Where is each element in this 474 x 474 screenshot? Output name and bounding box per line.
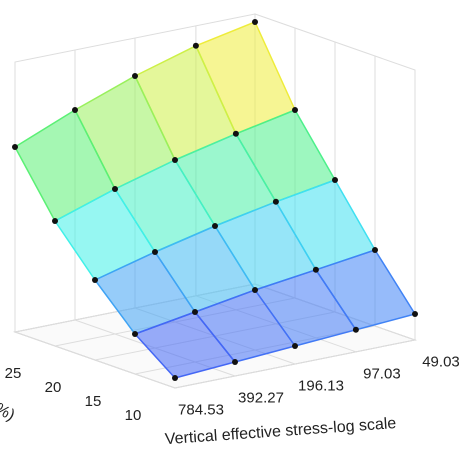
data-point (112, 186, 118, 192)
data-point (292, 107, 298, 113)
data-point (232, 359, 238, 365)
data-point (172, 157, 178, 163)
y-tick-label: 15 (85, 393, 102, 410)
surface-layer (12, 19, 418, 381)
x-tick-label: 392.27 (238, 390, 284, 407)
y-tick-label: 10 (125, 407, 142, 424)
grid-line (174, 70, 416, 389)
data-point (12, 144, 18, 150)
data-point (172, 375, 178, 381)
data-point (92, 277, 98, 283)
data-point (192, 309, 198, 315)
y-tick-label: 25 (5, 365, 22, 382)
data-point (252, 19, 258, 25)
data-point (332, 177, 338, 183)
data-point (412, 311, 418, 317)
data-point (352, 326, 359, 333)
x-tick-label: 196.13 (298, 378, 344, 395)
data-point (252, 287, 258, 293)
data-point (292, 343, 298, 349)
data-point (232, 130, 239, 137)
x-tick-label: 97.03 (363, 365, 401, 382)
data-point (212, 223, 218, 229)
data-point (372, 247, 378, 253)
data-point (312, 266, 319, 273)
y-tick-label: 20 (45, 379, 62, 396)
data-point (132, 73, 138, 79)
x-tick-label: 49.03 (422, 354, 460, 371)
data-point (192, 42, 199, 49)
data-point (152, 249, 158, 255)
data-point (132, 331, 138, 337)
data-point (52, 218, 58, 224)
x-tick-label: 784.53 (178, 402, 224, 419)
data-point (72, 107, 78, 113)
data-point (272, 198, 279, 205)
